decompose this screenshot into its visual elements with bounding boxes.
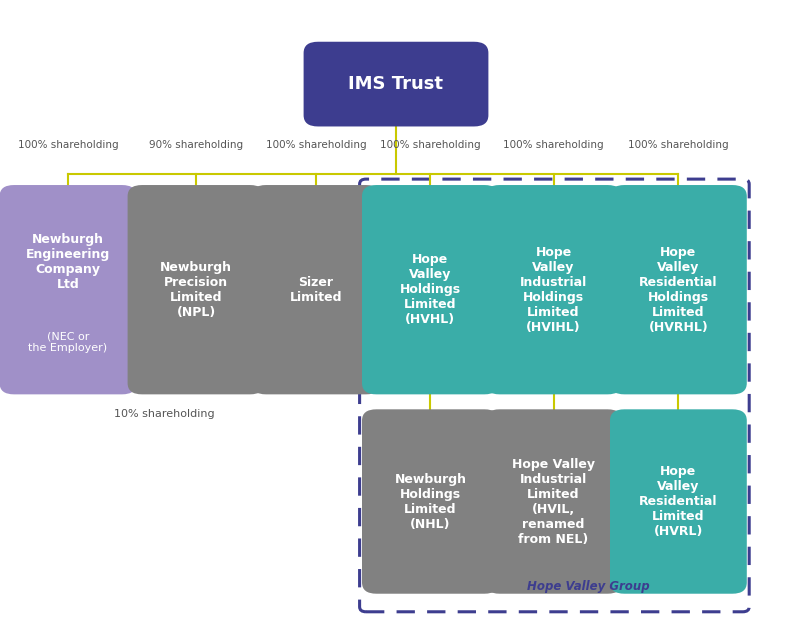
FancyBboxPatch shape bbox=[251, 185, 381, 394]
Text: 100% shareholding: 100% shareholding bbox=[628, 140, 729, 150]
Text: Newburgh
Holdings
Limited
(NHL): Newburgh Holdings Limited (NHL) bbox=[394, 472, 466, 531]
Text: Sizer
Limited: Sizer Limited bbox=[290, 276, 342, 303]
FancyBboxPatch shape bbox=[362, 185, 499, 394]
FancyBboxPatch shape bbox=[485, 409, 622, 594]
Text: Hope Valley
Industrial
Limited
(HVIL,
renamed
from NEL): Hope Valley Industrial Limited (HVIL, re… bbox=[512, 457, 595, 546]
Text: 100% shareholding: 100% shareholding bbox=[380, 140, 481, 150]
Text: (NEC or
the Employer): (NEC or the Employer) bbox=[29, 332, 107, 353]
Text: 90% shareholding: 90% shareholding bbox=[149, 140, 243, 150]
Text: Hope
Valley
Industrial
Holdings
Limited
(HVIHL): Hope Valley Industrial Holdings Limited … bbox=[520, 245, 587, 334]
Text: 100% shareholding: 100% shareholding bbox=[18, 140, 118, 150]
Text: Newburgh
Precision
Limited
(NPL): Newburgh Precision Limited (NPL) bbox=[160, 260, 232, 319]
Text: 100% shareholding: 100% shareholding bbox=[503, 140, 604, 150]
FancyBboxPatch shape bbox=[610, 185, 747, 394]
Text: Hope Valley Group: Hope Valley Group bbox=[526, 581, 650, 593]
FancyBboxPatch shape bbox=[362, 409, 499, 594]
FancyBboxPatch shape bbox=[128, 185, 265, 394]
Text: Hope
Valley
Residential
Holdings
Limited
(HVRHL): Hope Valley Residential Holdings Limited… bbox=[639, 245, 718, 334]
Text: Hope
Valley
Holdings
Limited
(HVHL): Hope Valley Holdings Limited (HVHL) bbox=[400, 253, 461, 326]
Text: Hope
Valley
Residential
Limited
(HVRL): Hope Valley Residential Limited (HVRL) bbox=[639, 465, 718, 538]
FancyBboxPatch shape bbox=[485, 185, 622, 394]
Text: 10% shareholding: 10% shareholding bbox=[114, 409, 214, 419]
FancyBboxPatch shape bbox=[303, 42, 488, 126]
Text: Newburgh
Engineering
Company
Ltd: Newburgh Engineering Company Ltd bbox=[26, 232, 110, 291]
FancyBboxPatch shape bbox=[610, 409, 747, 594]
Text: IMS Trust: IMS Trust bbox=[349, 75, 443, 93]
FancyBboxPatch shape bbox=[0, 185, 136, 394]
Text: 100% shareholding: 100% shareholding bbox=[266, 140, 366, 150]
